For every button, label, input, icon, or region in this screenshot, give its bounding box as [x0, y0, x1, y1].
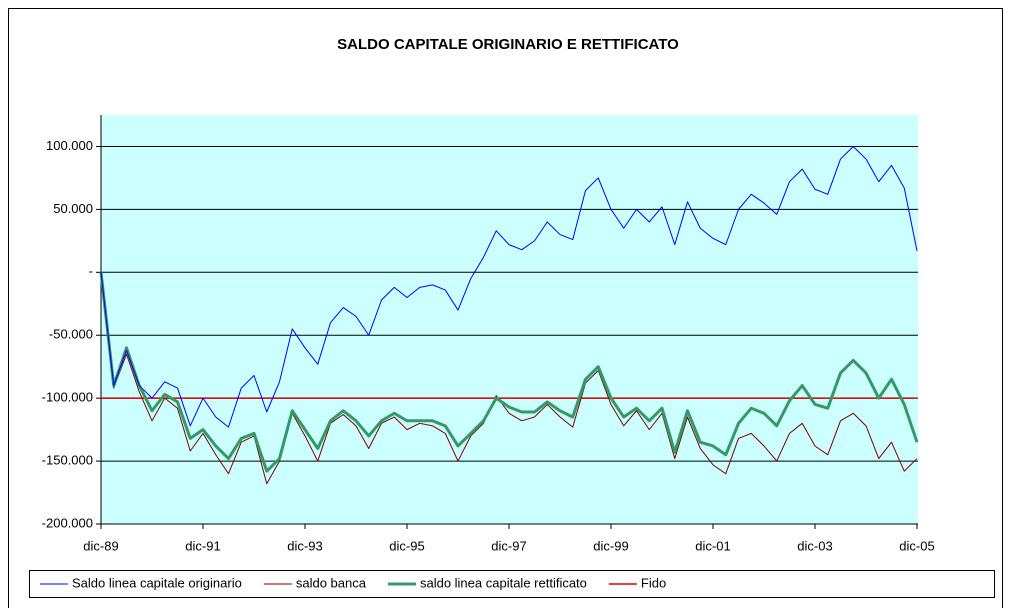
y-tick-label: -50.000: [49, 327, 93, 342]
chart-title: SALDO CAPITALE ORIGINARIO E RETTIFICATO: [337, 36, 679, 53]
x-tick-label: dic-93: [287, 538, 322, 553]
y-tick-label: 100.000: [46, 138, 93, 153]
series-line: [99, 272, 919, 473]
y-tick-label: -200.000: [42, 515, 93, 530]
x-tick-label: dic-01: [695, 538, 730, 553]
x-tick-label: dic-91: [185, 538, 220, 553]
series-line: [100, 145, 918, 428]
legend-label: saldo banca: [296, 575, 367, 590]
x-tick-label: dic-97: [491, 538, 526, 553]
plot-area: [101, 115, 918, 524]
legend-label: saldo linea capitale rettificato: [420, 575, 587, 590]
x-tick-label: dic-99: [593, 538, 628, 553]
y-tick-label: -100.000: [42, 390, 93, 405]
y-tick-label: 50.000: [53, 201, 93, 216]
legend-label: Saldo linea capitale originario: [72, 575, 242, 590]
legend-box: [29, 570, 995, 598]
x-tick-label: dic-89: [83, 538, 118, 553]
y-tick-label: -150.000: [42, 453, 93, 468]
x-tick-label: dic-05: [899, 538, 934, 553]
legend-label: Fido: [641, 575, 666, 590]
x-tick-label: dic-03: [797, 538, 832, 553]
series-line: [100, 272, 918, 485]
y-tick-label: -: [89, 264, 93, 279]
x-tick-label: dic-95: [389, 538, 424, 553]
